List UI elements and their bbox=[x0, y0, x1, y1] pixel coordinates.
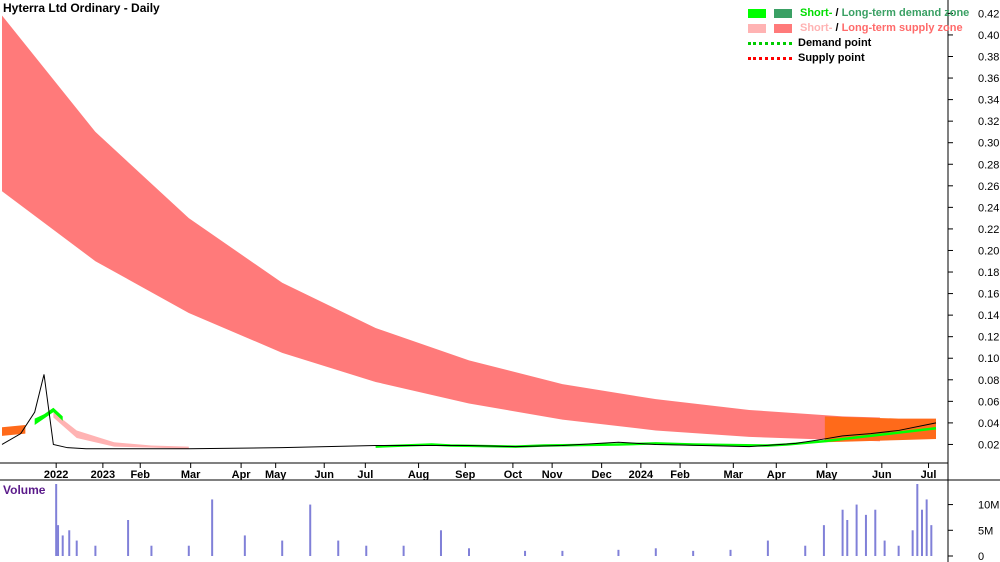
legend-long-demand-swatch bbox=[774, 9, 792, 18]
x-tick-label: Jun bbox=[872, 469, 892, 481]
legend-supply-point-line bbox=[748, 57, 792, 60]
legend-supply-separator: / bbox=[832, 22, 842, 34]
x-tick-label: Aug bbox=[408, 469, 429, 481]
short-supply-zone bbox=[53, 412, 189, 449]
legend-demand-long-label: Long-term demand zone bbox=[841, 7, 970, 19]
volume-tick-label: 5M bbox=[978, 525, 993, 537]
x-tick-label: Dec bbox=[592, 469, 612, 481]
price-tick-label: 0.12 bbox=[978, 332, 999, 344]
price-series bbox=[1, 374, 937, 450]
x-tick-label: Feb bbox=[670, 469, 690, 481]
x-tick-label: Feb bbox=[130, 469, 150, 481]
legend-demand-zone: Short- / Long-term demand zone bbox=[748, 6, 969, 21]
x-tick-label: 2023 bbox=[91, 469, 115, 481]
price-tick-label: 0.10 bbox=[978, 353, 999, 365]
price-tick-label: 0.16 bbox=[978, 289, 999, 301]
supply-overlap-zone-0 bbox=[2, 425, 26, 436]
legend-demand-point-line bbox=[748, 42, 792, 45]
volume-tick-label: 10M bbox=[978, 500, 999, 512]
price-tick-label: 0.26 bbox=[978, 181, 999, 193]
legend-supply-short-label: Short- bbox=[800, 22, 833, 34]
volume-panel-title: Volume bbox=[3, 483, 46, 497]
x-tick-label: 2022 bbox=[44, 469, 68, 481]
legend-demand-short-label: Short- bbox=[800, 7, 833, 19]
price-tick-label: 0.42 bbox=[978, 8, 999, 20]
x-tick-label: May bbox=[816, 469, 838, 481]
price-tick-label: 0.20 bbox=[978, 245, 999, 257]
legend-supply-zone: Short- / Long-term supply zone bbox=[748, 21, 969, 36]
price-tick-label: 0.36 bbox=[978, 73, 999, 85]
supply-overlap-zone-1 bbox=[824, 416, 936, 443]
price-tick-label: 0.06 bbox=[978, 396, 999, 408]
price-tick-label: 0.30 bbox=[978, 138, 999, 150]
legend-demand-point: Demand point bbox=[748, 36, 969, 51]
legend-short-demand-swatch bbox=[748, 9, 766, 18]
legend-demand-separator: / bbox=[832, 7, 842, 19]
x-tick-label: Apr bbox=[232, 469, 252, 481]
price-tick-label: 0.32 bbox=[978, 116, 999, 128]
legend-supply-point-label: Supply point bbox=[798, 52, 865, 64]
price-tick-label: 0.14 bbox=[978, 310, 999, 322]
x-tick-label: Mar bbox=[724, 469, 744, 481]
legend-short-supply-swatch bbox=[748, 24, 766, 33]
x-tick-label: Mar bbox=[181, 469, 201, 481]
x-tick-label: Jul bbox=[357, 469, 373, 481]
legend-long-supply-swatch bbox=[774, 24, 792, 33]
x-tick-label: Jun bbox=[314, 469, 334, 481]
x-tick-label: Apr bbox=[767, 469, 787, 481]
legend-demand-point-label: Demand point bbox=[798, 37, 872, 49]
price-tick-label: 0.08 bbox=[978, 375, 999, 387]
price-tick-label: 0.28 bbox=[978, 159, 999, 171]
price-tick-label: 0.34 bbox=[978, 95, 999, 107]
x-tick-label: Oct bbox=[504, 469, 523, 481]
x-tick-label: 2024 bbox=[629, 469, 654, 481]
price-tick-label: 0.22 bbox=[978, 224, 999, 236]
legend: Short- / Long-term demand zone Short- / … bbox=[748, 6, 969, 66]
legend-supply-long-label: Long-term supply zone bbox=[841, 22, 963, 34]
price-tick-label: 0.24 bbox=[978, 202, 999, 214]
price-tick-label: 0.38 bbox=[978, 51, 999, 63]
x-tick-label: Sep bbox=[455, 469, 475, 481]
price-tick-label: 0.40 bbox=[978, 30, 999, 42]
x-tick-label: Jul bbox=[921, 469, 937, 481]
volume-tick-label: 0 bbox=[978, 551, 984, 562]
chart-title: Hyterra Ltd Ordinary - Daily bbox=[3, 1, 160, 15]
long-supply-zone bbox=[2, 15, 880, 442]
price-tick-label: 0.18 bbox=[978, 267, 999, 279]
legend-supply-point: Supply point bbox=[748, 51, 969, 66]
price-tick-label: 0.02 bbox=[978, 439, 999, 451]
short-demand-zone bbox=[34, 407, 63, 426]
x-tick-label: May bbox=[265, 469, 287, 481]
x-tick-label: Nov bbox=[542, 469, 564, 481]
price-tick-label: 0.04 bbox=[978, 418, 999, 430]
